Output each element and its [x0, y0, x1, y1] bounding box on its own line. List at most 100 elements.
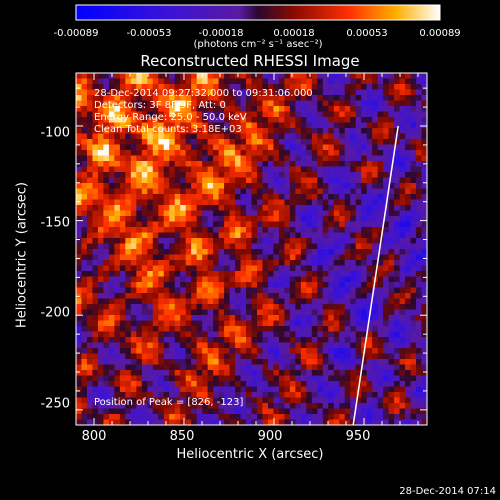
heatmap-cell	[416, 111, 422, 118]
heatmap-cell	[251, 144, 258, 151]
heatmap-cell	[92, 348, 99, 354]
heatmap-cell	[284, 403, 291, 409]
heatmap-cell	[251, 359, 258, 365]
heatmap-cell	[163, 172, 170, 178]
heatmap-cell	[86, 287, 93, 294]
heatmap-cell	[224, 364, 230, 371]
heatmap-cell	[405, 89, 411, 96]
heatmap-cell	[180, 254, 187, 261]
heatmap-cell	[278, 216, 285, 222]
heatmap-cell	[202, 293, 209, 299]
heatmap-cell	[344, 320, 351, 327]
heatmap-cell	[416, 298, 422, 305]
heatmap-cell	[383, 89, 390, 96]
heatmap-cell	[311, 304, 318, 310]
heatmap-cell	[262, 249, 269, 255]
heatmap-cell	[333, 128, 340, 134]
heatmap-cell	[350, 386, 357, 393]
heatmap-cell	[289, 287, 296, 294]
heatmap-cell	[103, 106, 110, 112]
heatmap-cell	[311, 408, 318, 415]
heatmap-cell	[377, 271, 384, 277]
heatmap-cell	[136, 397, 143, 404]
heatmap-cell	[103, 408, 110, 415]
heatmap-cell	[147, 172, 154, 178]
heatmap-cell	[213, 320, 219, 327]
heatmap-cell	[229, 232, 236, 239]
heatmap-cell	[92, 309, 99, 316]
heatmap-cell	[317, 199, 324, 206]
heatmap-cell	[366, 232, 373, 239]
heatmap-cell	[273, 419, 280, 426]
heatmap-cell	[410, 78, 417, 85]
heatmap-cell	[273, 194, 280, 200]
heatmap-cell	[218, 227, 225, 233]
heatmap-cell	[196, 419, 203, 426]
heatmap-cell	[174, 161, 181, 167]
heatmap-cell	[262, 397, 269, 404]
heatmap-cell	[196, 188, 203, 195]
heatmap-cell	[416, 381, 422, 387]
heatmap-cell	[81, 106, 88, 112]
heatmap-cell	[328, 122, 335, 129]
heatmap-cell	[81, 194, 88, 200]
heatmap-cell	[273, 95, 280, 101]
heatmap-cell	[328, 304, 335, 310]
heatmap-cell	[229, 139, 236, 145]
heatmap-cell	[405, 414, 411, 420]
heatmap-cell	[147, 199, 154, 206]
heatmap-cell	[114, 276, 121, 283]
heatmap-cell	[361, 304, 368, 310]
heatmap-cell	[108, 128, 115, 134]
heatmap-cell	[339, 227, 346, 233]
heatmap-cell	[399, 254, 406, 261]
heatmap-cell	[262, 139, 269, 145]
heatmap-cell	[158, 265, 165, 272]
heatmap-cell	[196, 78, 203, 85]
heatmap-cell	[355, 309, 362, 316]
heatmap-cell	[317, 150, 324, 156]
heatmap-cell	[262, 309, 269, 316]
heatmap-cell	[377, 254, 384, 261]
heatmap-cell	[278, 276, 285, 283]
heatmap-cell	[399, 304, 406, 310]
heatmap-cell	[262, 144, 269, 151]
heatmap-cell	[235, 348, 241, 354]
heatmap-cell	[366, 348, 373, 354]
heatmap-cell	[103, 221, 110, 228]
heatmap-cell	[366, 100, 373, 107]
heatmap-cell	[383, 117, 390, 123]
heatmap-cell	[185, 111, 192, 118]
heatmap-cell	[174, 139, 181, 145]
heatmap-cell	[136, 188, 143, 195]
heatmap-cell	[103, 177, 110, 184]
heatmap-cell	[273, 392, 280, 398]
heatmap-cell	[191, 100, 198, 107]
heatmap-cell	[300, 117, 307, 123]
heatmap-cell	[246, 392, 252, 398]
heatmap-cell	[136, 414, 143, 420]
heatmap-cell	[405, 392, 411, 398]
heatmap-cell	[416, 342, 422, 349]
heatmap-cell	[322, 155, 329, 162]
heatmap-cell	[256, 177, 263, 184]
heatmap-cell	[180, 293, 187, 299]
heatmap-cell	[295, 232, 302, 239]
heatmap-cell	[399, 144, 406, 151]
heatmap-cell	[256, 254, 263, 261]
heatmap-cell	[339, 364, 346, 371]
heatmap-cell	[235, 95, 241, 101]
heatmap-cell	[350, 309, 357, 316]
heatmap-cell	[289, 249, 296, 255]
heatmap-cell	[416, 166, 422, 173]
heatmap-cell	[394, 342, 400, 349]
heatmap-cell	[240, 337, 247, 343]
heatmap-cell	[103, 348, 110, 354]
heatmap-cell	[180, 232, 187, 239]
heatmap-cell	[136, 348, 143, 354]
heatmap-cell	[344, 348, 351, 354]
heatmap-cell	[213, 375, 219, 382]
heatmap-cell	[273, 271, 280, 277]
heatmap-cell	[366, 386, 373, 393]
heatmap-cell	[333, 337, 340, 343]
